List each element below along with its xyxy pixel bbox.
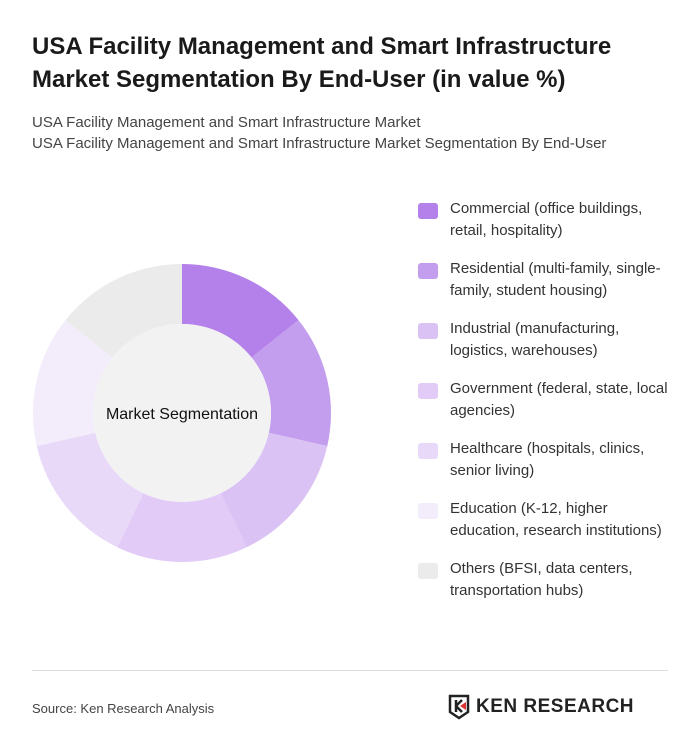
legend-item: Government (federal, state, local agenci… (418, 378, 678, 422)
legend-label: Others (BFSI, data centers, transportati… (450, 560, 633, 599)
source-note: Source: Ken Research Analysis (32, 701, 215, 716)
legend-item: Commercial (office buildings, retail, ho… (418, 198, 678, 242)
legend-label: Government (federal, state, local agenci… (450, 380, 668, 419)
legend-label: Commercial (office buildings, retail, ho… (450, 200, 643, 239)
legend-label: Education (K-12, higher education, resea… (450, 500, 662, 539)
legend-swatch (418, 203, 438, 219)
legend-item: Residential (multi-family, single-family… (418, 258, 678, 302)
donut-slice (65, 264, 182, 358)
legend-label: Industrial (manufacturing, logistics, wa… (450, 320, 620, 359)
legend-item: Industrial (manufacturing, logistics, wa… (418, 318, 678, 362)
legend-item: Healthcare (hospitals, clinics, senior l… (418, 438, 678, 482)
legend-swatch (418, 323, 438, 339)
legend-label: Healthcare (hospitals, clinics, senior l… (450, 440, 645, 479)
legend-item: Others (BFSI, data centers, transportati… (418, 558, 678, 602)
legend-swatch (418, 563, 438, 579)
subtitle-segmentation: USA Facility Management and Smart Infras… (32, 135, 607, 152)
donut-chart: Market Segmentation (33, 264, 331, 562)
legend-swatch (418, 503, 438, 519)
donut-slice (220, 432, 328, 548)
donut-slice (182, 264, 299, 358)
legend-item: Education (K-12, higher education, resea… (418, 498, 678, 542)
donut-center (93, 324, 271, 502)
legend-label: Residential (multi-family, single-family… (450, 260, 661, 299)
chart-title: USA Facility Management and Smart Infras… (32, 33, 612, 93)
donut-slice (251, 320, 331, 447)
legend-swatch (418, 443, 438, 459)
subtitle-market: USA Facility Management and Smart Infras… (32, 114, 421, 131)
divider (32, 670, 668, 671)
ken-research-logo: KEN RESEARCH (448, 694, 634, 720)
legend-swatch (418, 383, 438, 399)
donut-slice (36, 432, 144, 548)
center-label: Market Segmentation (106, 406, 258, 423)
legend-swatch (418, 263, 438, 279)
donut-slice (33, 320, 113, 447)
logo-text: KEN RESEARCH (476, 696, 635, 717)
donut-slice (117, 493, 247, 562)
ken-logo-icon (448, 694, 470, 720)
legend: Commercial (office buildings, retail, ho… (418, 198, 678, 618)
